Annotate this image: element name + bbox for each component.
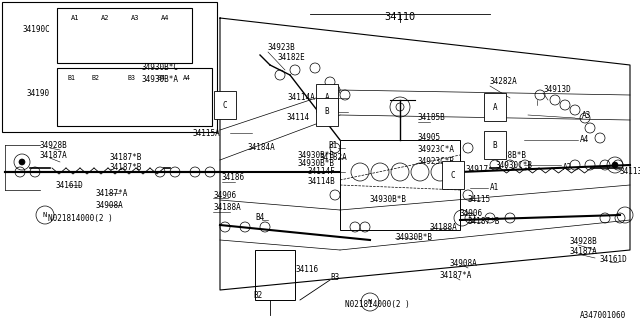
- Text: 34161D: 34161D: [55, 180, 83, 189]
- Text: 34930B*B: 34930B*B: [395, 234, 432, 243]
- Text: A3: A3: [131, 15, 140, 21]
- Text: 34114: 34114: [287, 114, 310, 123]
- Text: 34182E: 34182E: [278, 53, 306, 62]
- Text: 34114A: 34114A: [287, 92, 315, 101]
- Text: 34928B: 34928B: [40, 140, 68, 149]
- Text: 34906: 34906: [213, 190, 236, 199]
- Text: 34923C*A: 34923C*A: [418, 146, 455, 155]
- Text: 34110: 34110: [385, 12, 415, 22]
- Text: 34908A: 34908A: [450, 259, 477, 268]
- Text: 34161D: 34161D: [600, 255, 628, 265]
- Text: 34116: 34116: [295, 266, 318, 275]
- Text: 34282A: 34282A: [490, 77, 518, 86]
- Text: B4: B4: [255, 213, 264, 222]
- Text: A4: A4: [161, 15, 169, 21]
- Text: 34917: 34917: [465, 165, 488, 174]
- Text: 34187A: 34187A: [570, 247, 598, 257]
- Text: A347001060: A347001060: [580, 310, 627, 319]
- Text: B1: B1: [329, 140, 338, 149]
- Text: 34908A: 34908A: [95, 201, 123, 210]
- Text: 34930B*B: 34930B*B: [298, 150, 335, 159]
- Text: 34930B*B: 34930B*B: [298, 158, 335, 167]
- Text: 34930B*A: 34930B*A: [141, 76, 178, 84]
- Text: A4: A4: [580, 135, 589, 145]
- Text: N: N: [43, 212, 47, 218]
- Text: N021814000(2 ): N021814000(2 ): [48, 213, 113, 222]
- Circle shape: [612, 162, 618, 168]
- Text: 34905: 34905: [418, 133, 441, 142]
- Text: N: N: [368, 299, 372, 305]
- Text: 34115: 34115: [468, 196, 491, 204]
- Bar: [255, 250, 295, 300]
- Text: B2: B2: [253, 291, 262, 300]
- Text: B2: B2: [91, 75, 99, 81]
- Text: N021814000(2 ): N021814000(2 ): [345, 300, 410, 309]
- Text: 34930C*B: 34930C*B: [495, 161, 532, 170]
- Text: A: A: [324, 93, 330, 102]
- Text: B: B: [493, 140, 497, 149]
- Text: 34190C: 34190C: [22, 26, 50, 35]
- Text: A2: A2: [100, 15, 109, 21]
- Text: 34187*A: 34187*A: [440, 270, 472, 279]
- Text: 34115A: 34115A: [192, 129, 220, 138]
- Text: 34187*A: 34187*A: [95, 188, 127, 197]
- Text: 34188B*B: 34188B*B: [490, 150, 527, 159]
- Circle shape: [71, 34, 79, 42]
- Text: A2: A2: [563, 164, 572, 172]
- Text: A1: A1: [490, 183, 499, 193]
- Text: B4: B4: [158, 75, 166, 81]
- Text: 34930B*C: 34930B*C: [141, 63, 178, 73]
- Text: 34923C*B: 34923C*B: [418, 157, 455, 166]
- Text: A1: A1: [71, 15, 79, 21]
- Text: 34114F: 34114F: [307, 167, 335, 177]
- Bar: [57, 8, 192, 63]
- Text: B: B: [324, 108, 330, 116]
- Bar: [57, 68, 212, 126]
- Bar: [340, 140, 460, 230]
- Text: 34185B: 34185B: [418, 114, 445, 123]
- Circle shape: [19, 159, 25, 165]
- Text: 34190: 34190: [27, 89, 50, 98]
- Text: 34187A: 34187A: [40, 150, 68, 159]
- Text: 34184A: 34184A: [248, 143, 276, 153]
- Text: B3: B3: [128, 75, 136, 81]
- Text: 34182A: 34182A: [320, 154, 348, 163]
- Text: 34186: 34186: [222, 173, 245, 182]
- Text: 34113: 34113: [620, 167, 640, 177]
- Text: 34187*B: 34187*B: [110, 164, 142, 172]
- Text: 34913D: 34913D: [543, 85, 571, 94]
- Text: C: C: [223, 100, 227, 109]
- Text: 34928B: 34928B: [570, 237, 598, 246]
- Text: 34187*B: 34187*B: [468, 218, 500, 227]
- Text: 34187*B: 34187*B: [110, 153, 142, 162]
- Text: B3: B3: [330, 274, 339, 283]
- Text: 34923B: 34923B: [268, 44, 296, 52]
- Text: B1: B1: [68, 75, 76, 81]
- Text: C: C: [451, 171, 455, 180]
- Text: 34930B*B: 34930B*B: [370, 196, 407, 204]
- Text: 34906: 34906: [460, 209, 483, 218]
- Text: 34188A: 34188A: [213, 204, 241, 212]
- Bar: [2, 2, 217, 132]
- Text: A: A: [493, 102, 497, 111]
- Text: A3: A3: [582, 110, 591, 119]
- Text: A4: A4: [183, 75, 191, 81]
- Text: 34188A: 34188A: [430, 223, 458, 233]
- Text: 34114B: 34114B: [307, 178, 335, 187]
